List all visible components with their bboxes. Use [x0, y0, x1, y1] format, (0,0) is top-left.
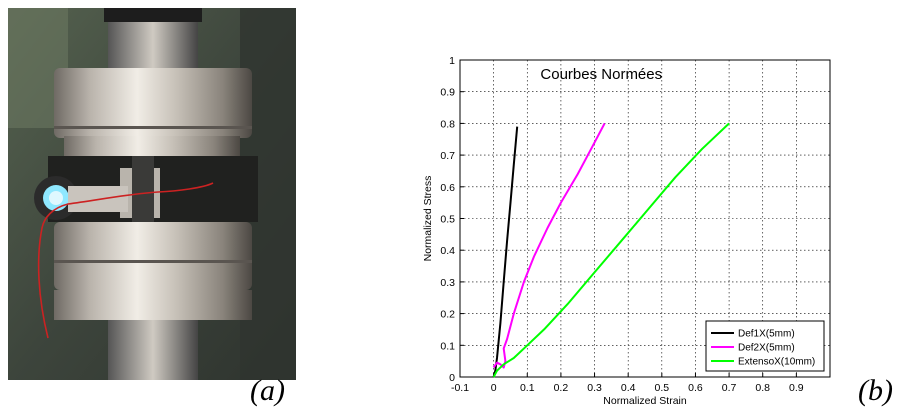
y-tick-label: 0.2: [440, 309, 455, 321]
y-tick-label: 0.1: [440, 340, 455, 352]
x-tick-label: -0.1: [451, 382, 469, 394]
x-tick-label: 0.9: [789, 382, 804, 394]
y-tick-label: 1: [449, 55, 455, 67]
y-tick-label: 0.3: [440, 277, 455, 289]
tensile-test-photo-illustration: [8, 8, 296, 380]
axis-ticks: -0.1 0 0.1 0.2 0.3 0.4 0.5 0.6 0.7 0.8 0.900.10.20…: [440, 55, 803, 394]
x-tick-label: 0.4: [621, 382, 636, 394]
x-tick-label: 0.1: [520, 382, 535, 394]
y-axis-title: Normalized Stress: [422, 176, 434, 262]
panel-label-b: (b): [858, 374, 893, 407]
y-tick-label: 0.4: [440, 245, 455, 257]
panel-label-a: (a): [250, 374, 285, 407]
legend-entry-label: Def1X(5mm): [738, 329, 795, 340]
x-tick-label: 0.7: [722, 382, 737, 394]
photo-tensile-test: [8, 8, 296, 380]
y-tick-label: 0.8: [440, 118, 455, 130]
x-tick-label: 0.8: [755, 382, 770, 394]
x-tick-label: 0.3: [587, 382, 602, 394]
y-tick-label: 0.7: [440, 150, 455, 162]
x-tick-label: 0.2: [554, 382, 569, 394]
chart-title: Courbes Normées: [540, 66, 662, 83]
y-tick-label: 0.5: [440, 214, 455, 226]
legend-entry-label: Def2X(5mm): [738, 343, 795, 354]
series-line-0: [492, 126, 519, 378]
x-tick-label: 0: [491, 382, 497, 394]
x-tick-label: 0.6: [688, 382, 703, 394]
x-tick-label: 0.5: [655, 382, 670, 394]
y-tick-label: 0.9: [440, 87, 455, 99]
x-axis-title: Normalized Strain: [603, 395, 687, 407]
stress-strain-chart: -0.1 0 0.1 0.2 0.3 0.4 0.5 0.6 0.7 0.8 0.900.10.20…: [422, 55, 831, 407]
series-lines: [492, 122, 730, 378]
y-tick-label: 0: [449, 372, 455, 384]
series-line-2: [492, 122, 730, 378]
legend-entry-label: ExtensoX(10mm): [738, 357, 815, 368]
legend: Def1X(5mm) Def2X(5mm) ExtensoX(10mm): [705, 320, 825, 372]
y-tick-label: 0.6: [440, 182, 455, 194]
series-line-1: [492, 122, 606, 369]
